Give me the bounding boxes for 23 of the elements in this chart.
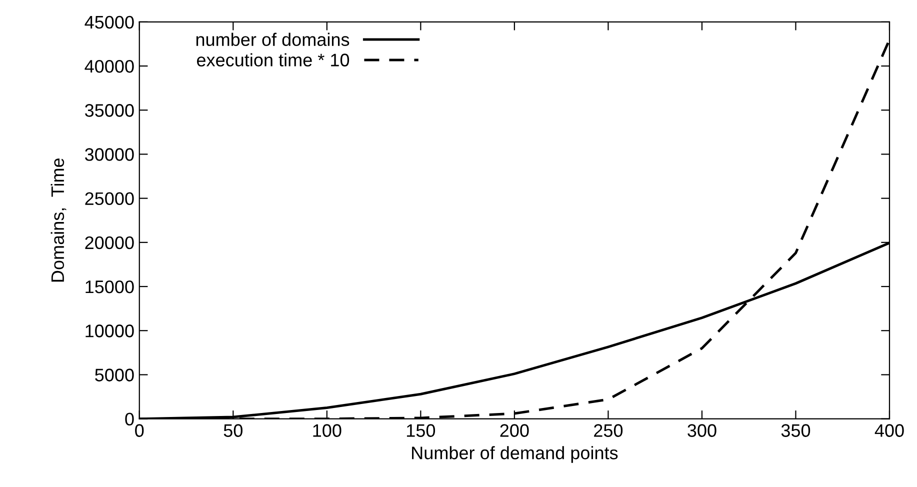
x-tick-label: 0 — [135, 424, 144, 437]
x-tick-label: 300 — [688, 424, 716, 437]
legend-label: execution time * 10 — [196, 53, 350, 66]
y-tick-label: 25000 — [85, 192, 134, 206]
y-tick-label: 45000 — [84, 16, 134, 29]
y-tick-label: 35000 — [85, 104, 134, 117]
x-tick-label: 50 — [224, 424, 242, 437]
x-tick-label: 150 — [406, 424, 436, 437]
y-axis-title: Domains, Time — [50, 158, 66, 282]
x-tick-label: 100 — [313, 424, 342, 437]
y-tick-label: 0 — [125, 412, 134, 426]
legend-label: number of domains — [196, 32, 350, 46]
x-axis-title: Number of demand points — [412, 446, 618, 463]
y-tick-label: 10000 — [86, 324, 134, 338]
x-tick-label: 200 — [500, 424, 529, 437]
y-tick-label: 5000 — [95, 368, 134, 382]
y-tick-label: 40000 — [84, 60, 134, 73]
y-tick-label: 30000 — [85, 148, 134, 161]
y-tick-label: 20000 — [85, 236, 134, 250]
x-tick-label: 350 — [781, 424, 810, 437]
x-tick-label: 400 — [874, 424, 904, 437]
x-tick-label: 250 — [594, 424, 623, 437]
y-tick-label: 15000 — [86, 280, 134, 294]
